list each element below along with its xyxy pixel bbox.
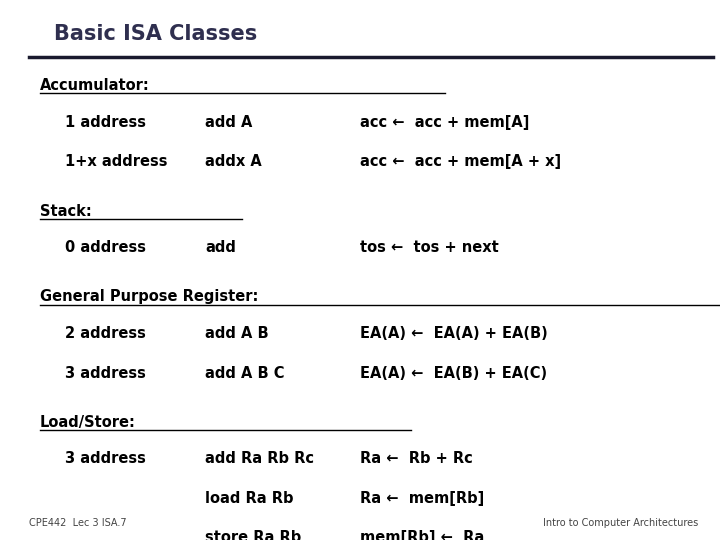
- Text: 3 address: 3 address: [65, 366, 145, 381]
- Text: 2 address: 2 address: [65, 326, 145, 341]
- Text: Accumulator:: Accumulator:: [40, 78, 149, 93]
- Text: 1+x address: 1+x address: [65, 154, 167, 170]
- Text: acc ←  acc + mem[A]: acc ← acc + mem[A]: [360, 115, 529, 130]
- Text: tos ←  tos + next: tos ← tos + next: [360, 240, 499, 255]
- Text: Load/Store:: Load/Store:: [40, 415, 135, 430]
- Text: mem[Rb] ←  Ra: mem[Rb] ← Ra: [360, 530, 485, 540]
- Text: 3 address: 3 address: [65, 451, 145, 467]
- Text: Stack:: Stack:: [40, 204, 91, 219]
- Text: store Ra Rb: store Ra Rb: [205, 530, 302, 540]
- Text: acc ←  acc + mem[A + x]: acc ← acc + mem[A + x]: [360, 154, 561, 170]
- Text: add A B: add A B: [205, 326, 269, 341]
- Text: Ra ←  mem[Rb]: Ra ← mem[Rb]: [360, 491, 485, 506]
- Text: load Ra Rb: load Ra Rb: [205, 491, 294, 506]
- Text: add Ra Rb Rc: add Ra Rb Rc: [205, 451, 314, 467]
- Text: addx A: addx A: [205, 154, 262, 170]
- Text: Ra ←  Rb + Rc: Ra ← Rb + Rc: [360, 451, 473, 467]
- Text: CPE442  Lec 3 ISA.7: CPE442 Lec 3 ISA.7: [29, 518, 127, 528]
- Text: EA(A) ←  EA(B) + EA(C): EA(A) ← EA(B) + EA(C): [360, 366, 547, 381]
- Text: General Purpose Register:: General Purpose Register:: [40, 289, 258, 305]
- Text: add A B C: add A B C: [205, 366, 284, 381]
- Text: Basic ISA Classes: Basic ISA Classes: [54, 24, 257, 44]
- Text: 1 address: 1 address: [65, 115, 145, 130]
- Text: Intro to Computer Architectures: Intro to Computer Architectures: [543, 518, 698, 528]
- Text: add: add: [205, 240, 236, 255]
- Text: EA(A) ←  EA(A) + EA(B): EA(A) ← EA(A) + EA(B): [360, 326, 548, 341]
- Text: 0 address: 0 address: [65, 240, 145, 255]
- Text: add A: add A: [205, 115, 253, 130]
